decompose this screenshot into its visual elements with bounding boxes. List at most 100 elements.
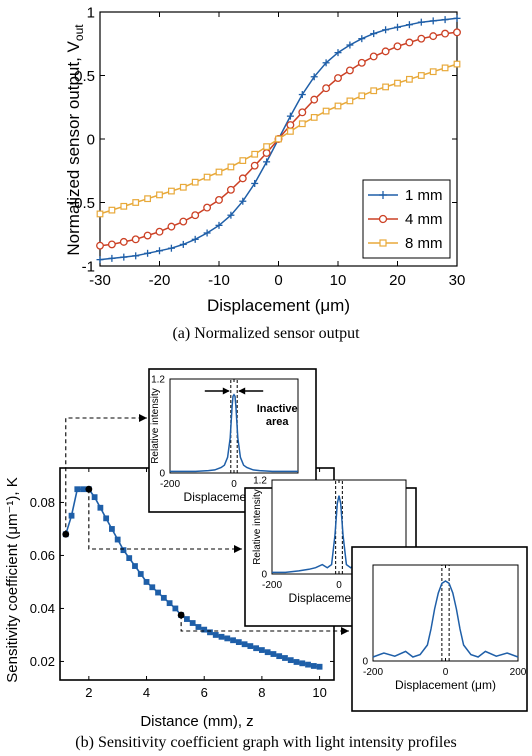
a-point — [96, 210, 104, 218]
a-xtick-label: -10 — [208, 272, 230, 289]
a-point — [453, 14, 461, 22]
a-legend-marker — [379, 239, 387, 247]
a-point — [239, 197, 247, 205]
a-y-axis-label-sub: out — [72, 24, 86, 41]
a-point — [286, 121, 295, 129]
a-legend-marker — [379, 191, 387, 199]
b-xtick-label: 6 — [201, 685, 208, 700]
b-point — [172, 605, 179, 612]
a-legend-label: 8 mm — [405, 235, 443, 252]
a-point — [393, 42, 402, 51]
b-point — [149, 584, 156, 591]
connector-arrow-1-head — [139, 414, 147, 422]
a-xtick-label: 0 — [274, 272, 282, 289]
a-ytick-label: 0 — [87, 131, 95, 148]
a-point — [441, 64, 449, 72]
inset1-inactive-arrowhead-left — [222, 387, 230, 395]
a-point — [334, 102, 342, 110]
a-point — [417, 18, 425, 26]
a-xtick-label: -20 — [149, 272, 171, 289]
a-point — [394, 23, 401, 31]
inset3-plot-frame — [372, 564, 519, 662]
a-point — [406, 75, 413, 83]
a-y-axis-label: Normalized sensor output, Vout — [64, 24, 86, 256]
b-point — [258, 647, 265, 653]
a-point — [381, 47, 390, 56]
a-point — [168, 187, 175, 195]
a-point — [155, 227, 164, 236]
a-point — [156, 247, 163, 255]
b-highlight-point — [177, 611, 185, 619]
a-point — [203, 203, 212, 212]
a-point — [179, 240, 187, 248]
inset3-xtick-label: -200 — [363, 667, 383, 678]
a-point — [405, 38, 414, 47]
b-xtick-label: 2 — [85, 685, 92, 700]
a-point — [369, 52, 378, 61]
b-point — [120, 547, 127, 554]
a-point — [179, 217, 188, 226]
a-point — [143, 231, 152, 240]
b-point — [218, 633, 225, 640]
b-point — [264, 649, 271, 656]
b-point — [91, 494, 98, 501]
a-xtick-label: 30 — [449, 272, 466, 289]
a-point — [167, 222, 176, 231]
b-point — [305, 661, 311, 668]
b-point — [299, 660, 306, 667]
a-point — [263, 143, 270, 151]
a-series-2 — [96, 60, 461, 218]
a-point — [156, 191, 163, 199]
a-point — [96, 241, 104, 250]
a-point — [429, 17, 437, 25]
a-point — [238, 174, 247, 183]
b-point — [137, 571, 144, 577]
b-point — [189, 620, 196, 626]
a-point — [453, 28, 461, 37]
a-point — [429, 32, 438, 41]
a-point — [131, 235, 140, 244]
a-point — [370, 87, 378, 95]
b-point — [287, 657, 294, 664]
b-ytick-label: 0.06 — [30, 548, 55, 563]
b-point — [195, 624, 202, 630]
inset1-profile-line — [170, 393, 298, 473]
a-point — [251, 179, 259, 187]
a-point — [120, 202, 128, 210]
a-point — [382, 26, 390, 34]
b-point — [224, 635, 231, 642]
inset1-annotation-line1: Inactive — [257, 403, 298, 415]
a-point — [287, 127, 294, 135]
a-point — [394, 79, 401, 87]
a-point — [132, 252, 140, 260]
connector-arrow-3-head — [341, 627, 349, 635]
b-point — [74, 486, 81, 493]
a-point — [191, 211, 200, 220]
a-point — [310, 114, 318, 121]
b-point — [184, 616, 190, 622]
inset2-y-axis-label: Relative intensity — [252, 489, 263, 565]
b-point — [212, 632, 219, 638]
a-point — [345, 66, 354, 75]
a-ytick-label: 0.5 — [74, 68, 95, 85]
b-ytick-label: 0.02 — [30, 654, 55, 669]
b-xtick-label: 8 — [258, 685, 265, 700]
a-point — [251, 150, 259, 158]
a-point — [358, 92, 366, 100]
a-point — [262, 149, 271, 157]
a-legend: 1 mm 4 mm 8 mm — [362, 179, 451, 259]
a-point — [120, 253, 128, 261]
a-point — [405, 21, 413, 29]
a-x-axis-label: Displacement (μm) — [207, 296, 350, 315]
a-point — [417, 34, 426, 43]
a-point — [310, 95, 319, 104]
b-point — [247, 643, 254, 649]
a-point — [322, 107, 330, 115]
a-point — [239, 157, 247, 164]
a-point — [227, 163, 235, 171]
a-point — [429, 68, 437, 76]
a-point — [96, 256, 104, 264]
a-point — [215, 168, 223, 176]
b-point — [166, 600, 173, 607]
